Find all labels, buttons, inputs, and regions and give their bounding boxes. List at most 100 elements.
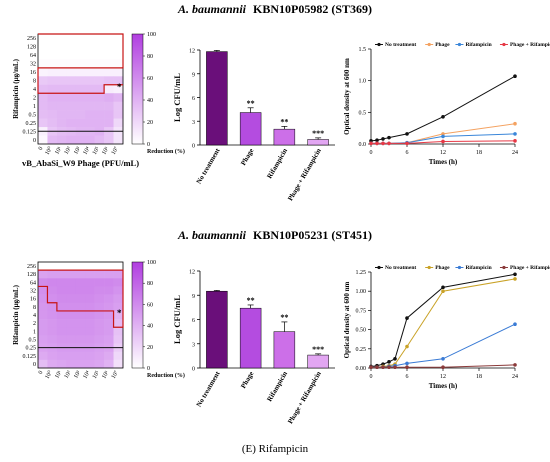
heatmap-cell xyxy=(47,34,58,43)
line-y-tick: 1.5 xyxy=(359,47,367,53)
heatmap-cell xyxy=(85,135,95,145)
series-point xyxy=(393,356,397,361)
heatmap-cell xyxy=(38,270,48,279)
heatmap-cell xyxy=(75,359,86,369)
heatmap-cell xyxy=(113,286,124,295)
heatmap-cell xyxy=(66,294,77,304)
heatmap-cell xyxy=(113,42,124,52)
heatmap-y-tick: 0.125 xyxy=(23,354,37,360)
heatmap-y-tick: 256 xyxy=(27,36,36,42)
heatmap-cell xyxy=(38,50,48,60)
heatmap-cell xyxy=(47,93,58,102)
heatmap-x-tick: 10² xyxy=(64,370,73,380)
heatmap-cell xyxy=(113,262,124,271)
heatmap-cell xyxy=(94,294,105,304)
bar xyxy=(206,290,228,369)
heatmap-cell xyxy=(104,59,114,69)
heatmap-cell xyxy=(38,319,48,328)
heatmap-x-tick: 10¹ xyxy=(54,146,63,156)
heatmap-cell xyxy=(94,310,105,320)
series-point xyxy=(375,365,379,370)
heatmap-y-tick: 0.5 xyxy=(29,337,37,343)
series-point xyxy=(441,134,445,139)
bar-category-label: Phage xyxy=(239,147,255,167)
series-point xyxy=(369,365,373,370)
heatmap-cell xyxy=(85,310,95,320)
heatmap-cell xyxy=(104,270,114,279)
heatmap-cell xyxy=(94,278,105,287)
heatmap-cell xyxy=(85,327,95,336)
heatmap-cell xyxy=(38,67,48,77)
colorbar-tick: 20 xyxy=(147,345,153,351)
heatmap-cell xyxy=(47,351,58,361)
heatmap-cell xyxy=(66,359,77,369)
bar-category-label: Phage xyxy=(239,370,255,390)
heatmap-cell xyxy=(104,294,114,304)
bar-y-tick: 12 xyxy=(189,49,195,55)
heatmap-y-tick: 64 xyxy=(30,280,36,286)
heatmap-cell xyxy=(66,67,77,77)
series-point xyxy=(405,344,409,349)
bar xyxy=(273,331,296,369)
heatmap-cell xyxy=(66,262,77,271)
heatmap-cell xyxy=(94,101,105,111)
heatmap-x-tick: 10³ xyxy=(73,146,82,156)
heatmap-y-tick: 0.125 xyxy=(23,129,37,135)
line-y-tick: 0.50 xyxy=(356,328,367,334)
bar-y-tick: 9 xyxy=(192,294,195,300)
fic-outline xyxy=(37,33,124,94)
heatmap-cell xyxy=(113,335,124,344)
heatmap-cell xyxy=(47,110,58,119)
heatmap-cell xyxy=(75,50,86,60)
series-line xyxy=(370,75,516,142)
heatmap-cell xyxy=(56,351,67,361)
series-point xyxy=(405,141,409,146)
bar-category-label: No treatment xyxy=(195,369,222,408)
bar-y-tick: 6 xyxy=(192,318,195,324)
series-point xyxy=(381,137,385,141)
heatmap-y-tick: 0.25 xyxy=(26,346,37,352)
heatmap-cell xyxy=(113,270,124,279)
heatmap-cell xyxy=(47,302,58,312)
heatmap-cell xyxy=(75,278,86,287)
heatmap-cell xyxy=(47,262,58,271)
heatmap-cell xyxy=(75,67,86,77)
series-point xyxy=(387,141,391,146)
heatmap-cell xyxy=(75,286,86,295)
line-y-tick: 0.0 xyxy=(359,142,367,148)
heatmap-cell xyxy=(38,93,48,102)
heatmap-y-tick: 2 xyxy=(33,95,36,101)
bar xyxy=(307,139,329,146)
heatmap-cell xyxy=(75,327,86,336)
legend-swatch-marker xyxy=(502,42,506,47)
heatmap-cell xyxy=(85,34,95,43)
colorbar-tick: 80 xyxy=(147,54,153,60)
heatmap-y-label: Rifampicin (µg/mL) xyxy=(12,58,20,119)
line-x-tick: 0 xyxy=(370,150,373,156)
panel-1-title: A. baumannii KBN10P05982 (ST369) xyxy=(177,2,372,16)
bar xyxy=(206,51,228,146)
heatmap-cell xyxy=(47,310,58,320)
heatmap-cell xyxy=(75,294,86,304)
heatmap-x-tick: 10⁰ xyxy=(44,369,55,380)
heatmap-cell xyxy=(94,93,105,102)
series-line xyxy=(371,323,516,368)
heatmap-cell xyxy=(66,93,77,102)
heatmap-cell xyxy=(38,84,48,94)
heatmap-cell xyxy=(85,286,95,295)
heatmap-cell xyxy=(56,310,67,320)
bar xyxy=(239,112,262,146)
heatmap-cell xyxy=(38,59,48,69)
heatmap-cell xyxy=(104,262,114,271)
heatmap-cell xyxy=(75,59,86,69)
heatmap-cell xyxy=(75,34,86,43)
series-point xyxy=(393,365,397,370)
line-x-tick: 12 xyxy=(440,374,446,380)
heatmap-cell xyxy=(85,76,95,86)
colorbar-tick: 0 xyxy=(147,142,150,148)
heatmap-cell xyxy=(66,101,77,111)
heatmap-x-tick: 10⁰ xyxy=(44,145,55,156)
colorbar-tick: 0 xyxy=(147,366,150,372)
line-y-label: Optical density at 600 nm xyxy=(343,282,351,359)
heatmap-cell xyxy=(56,278,67,287)
